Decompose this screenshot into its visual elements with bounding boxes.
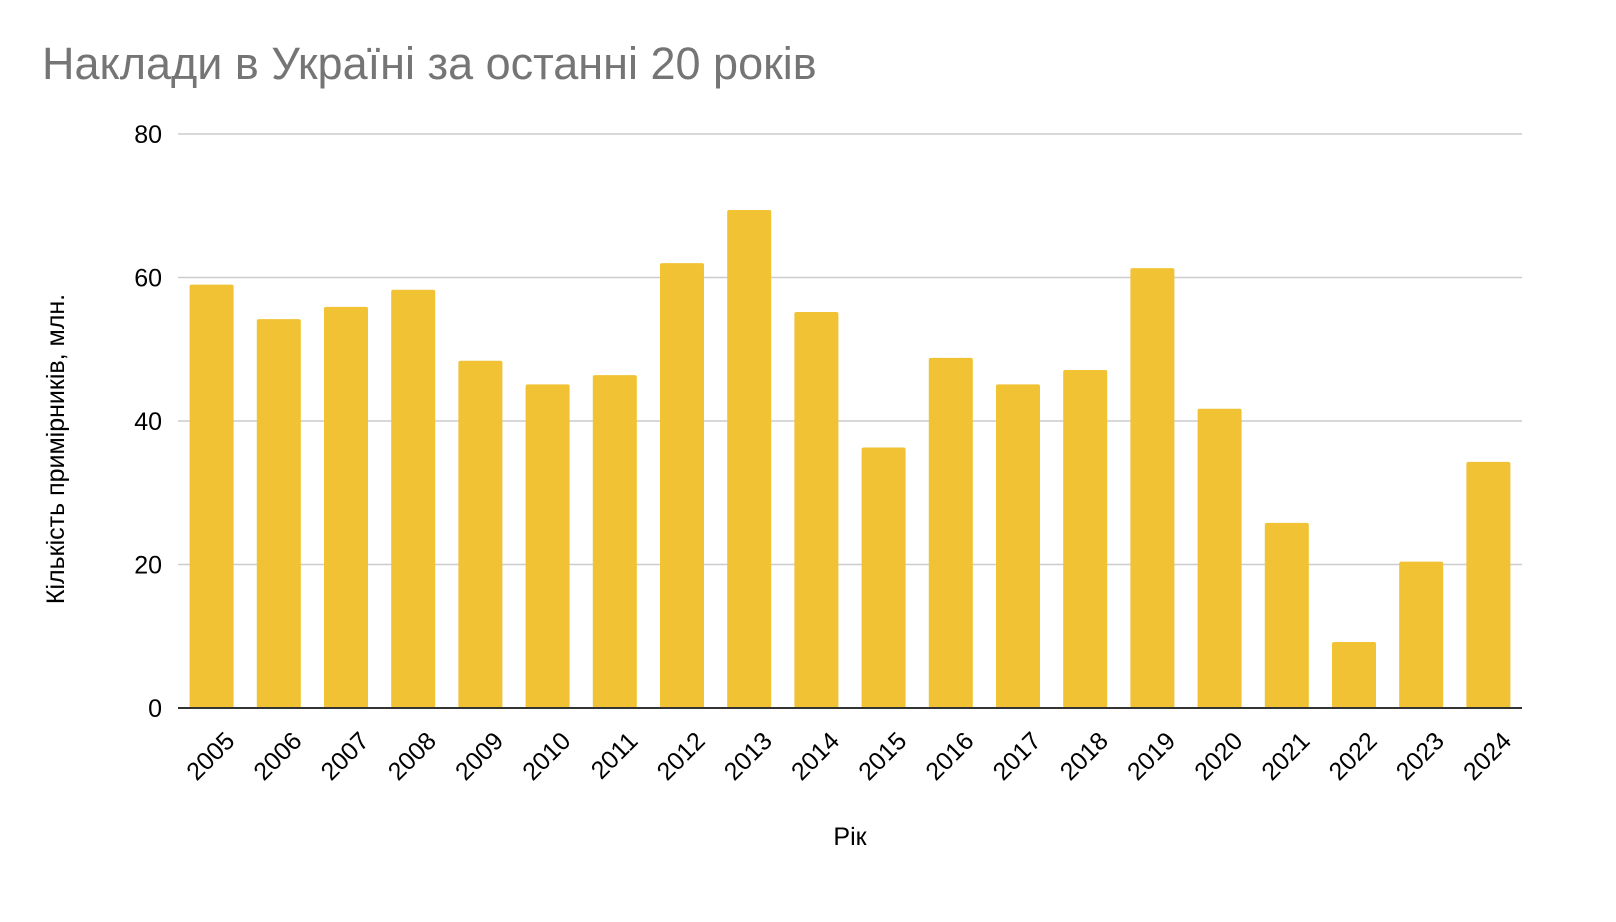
bar-2009 bbox=[458, 360, 503, 708]
y-tick-label: 80 bbox=[134, 121, 162, 149]
x-tick-label: 2019 bbox=[1122, 727, 1181, 786]
y-tick-label: 0 bbox=[148, 695, 162, 723]
gridlines bbox=[178, 133, 1522, 566]
bar-2006 bbox=[256, 319, 301, 708]
x-tick-label: 2005 bbox=[181, 727, 240, 786]
y-tick-label: 60 bbox=[134, 265, 162, 293]
x-tick-label: 2016 bbox=[920, 727, 979, 786]
bar-2011 bbox=[592, 375, 637, 708]
x-tick-label: 2006 bbox=[248, 727, 307, 786]
bar-2017 bbox=[995, 384, 1041, 708]
bar-2008 bbox=[391, 289, 436, 708]
x-tick-label: 2020 bbox=[1189, 727, 1248, 786]
bar-2005 bbox=[189, 284, 234, 708]
bar-2014 bbox=[794, 311, 839, 708]
bar-2016 bbox=[928, 357, 973, 708]
bar-2015 bbox=[861, 447, 906, 708]
bars bbox=[189, 210, 1511, 708]
bar-2022 bbox=[1331, 641, 1377, 708]
bar-2012 bbox=[659, 263, 705, 708]
x-tick-label: 2007 bbox=[316, 727, 375, 786]
x-tick-label: 2018 bbox=[1055, 727, 1114, 786]
y-axis-title: Кількість примірників, млн. bbox=[42, 294, 70, 604]
bar-2021 bbox=[1264, 522, 1309, 708]
x-tick-label: 2024 bbox=[1458, 727, 1517, 786]
y-tick-label: 40 bbox=[134, 408, 162, 436]
x-tick-label: 2009 bbox=[450, 727, 509, 786]
x-tick-label: 2014 bbox=[786, 727, 845, 786]
x-tick-label: 2015 bbox=[853, 727, 912, 786]
bar-2007 bbox=[323, 306, 369, 708]
bar-2024 bbox=[1466, 461, 1511, 708]
x-tick-label: 2022 bbox=[1324, 727, 1383, 786]
bar-2018 bbox=[1063, 370, 1108, 708]
x-tick-label: 2017 bbox=[988, 727, 1047, 786]
x-tick-label: 2023 bbox=[1391, 727, 1450, 786]
x-tick-label: 2011 bbox=[586, 727, 644, 785]
x-tick-label: 2008 bbox=[383, 727, 442, 786]
bar-2023 bbox=[1399, 561, 1444, 708]
bar-2020 bbox=[1197, 408, 1242, 708]
bar-2019 bbox=[1130, 268, 1175, 708]
x-tick-label: 2012 bbox=[652, 727, 711, 786]
y-tick-label: 20 bbox=[134, 552, 162, 580]
x-tick-label: 2010 bbox=[517, 727, 576, 786]
bar-2013 bbox=[727, 210, 772, 708]
chart-title: Наклади в Україні за останні 20 років bbox=[42, 38, 817, 89]
bar-2010 bbox=[525, 384, 570, 708]
x-axis-title: Рік bbox=[833, 823, 867, 851]
x-tick-label: 2013 bbox=[719, 727, 778, 786]
x-tick-label: 2021 bbox=[1256, 727, 1315, 786]
